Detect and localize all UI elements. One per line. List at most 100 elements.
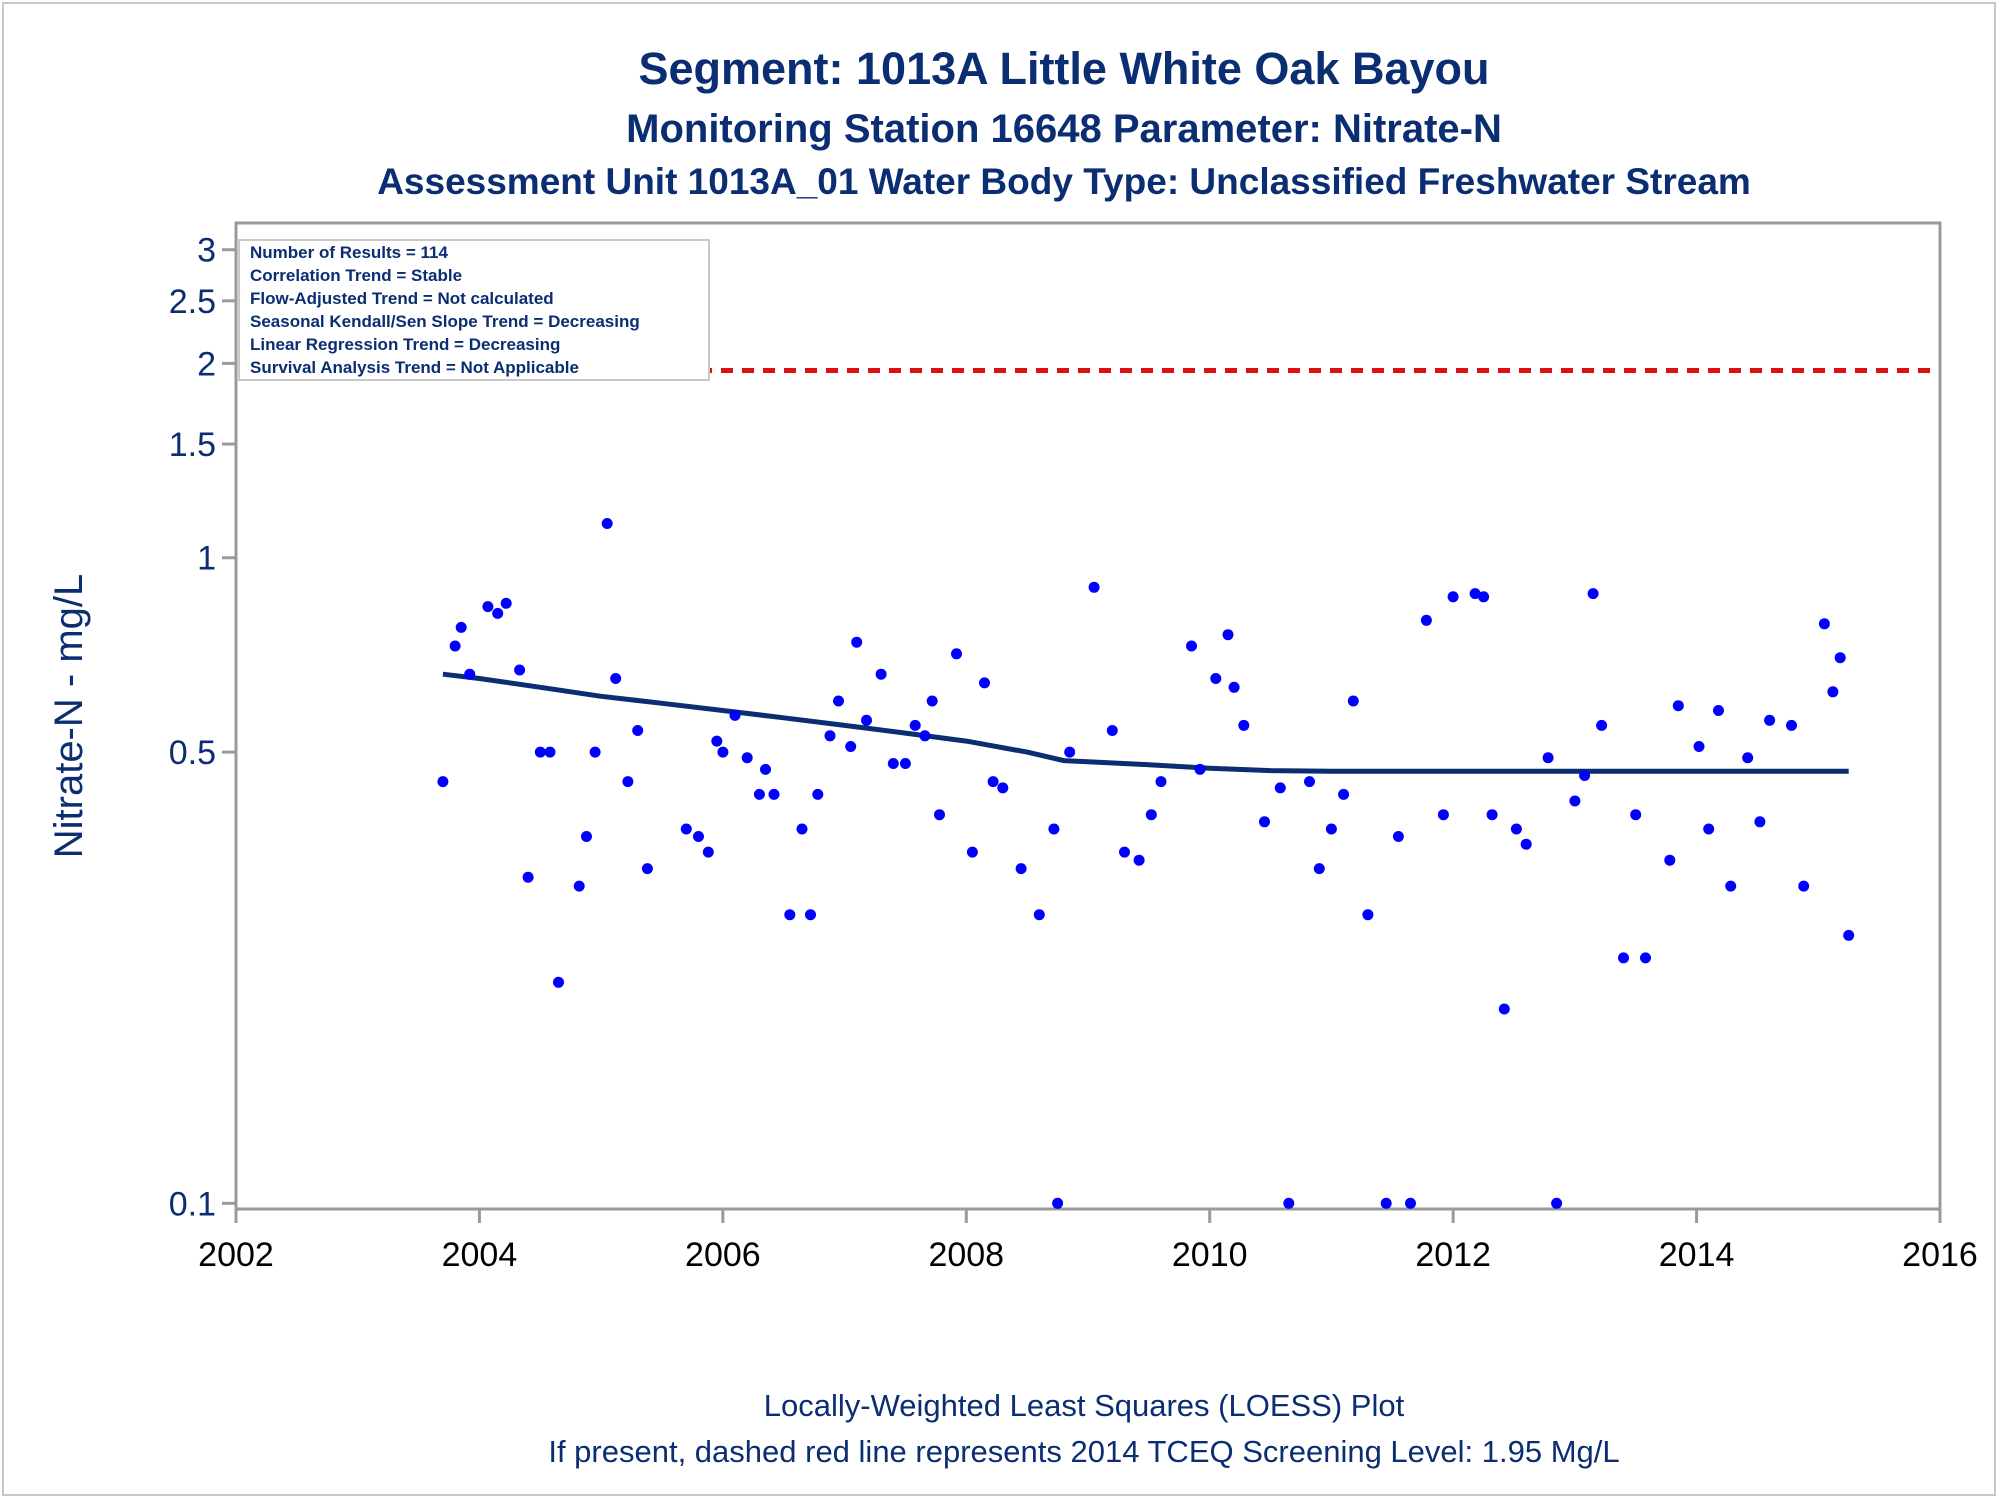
y-tick-label: 2: [197, 345, 216, 383]
data-point: [1347, 695, 1359, 707]
plot-area: [234, 221, 1942, 1211]
x-tick-label: 2010: [1172, 1236, 1248, 1274]
data-point: [1274, 782, 1286, 794]
inset-flow-adjusted-trend: Flow-Adjusted Trend = Not calculated: [250, 289, 554, 308]
data-point: [455, 621, 467, 633]
x-tick-label: 2012: [1415, 1236, 1491, 1274]
data-point: [1469, 588, 1481, 600]
data-point: [500, 597, 512, 609]
x-tick-label: 2014: [1659, 1236, 1735, 1274]
data-point: [909, 719, 921, 731]
data-point: [1587, 588, 1599, 600]
x-tick-label: 2002: [198, 1236, 274, 1274]
data-point: [919, 730, 931, 742]
data-point: [1088, 581, 1100, 593]
data-point: [492, 607, 504, 619]
data-point: [1338, 788, 1350, 800]
data-point: [1362, 909, 1374, 921]
data-point: [702, 846, 714, 858]
data-point: [934, 809, 945, 821]
data-point: [1703, 823, 1715, 835]
data-point: [589, 746, 601, 758]
data-point: [997, 782, 1009, 794]
data-point: [641, 863, 653, 875]
data-point: [760, 763, 771, 775]
inset-survival-analysis-trend: Survival Analysis Trend = Not Applicable: [250, 358, 579, 377]
data-point: [1259, 816, 1270, 828]
data-point: [1725, 880, 1737, 892]
data-point: [1119, 846, 1130, 858]
data-point: [1486, 809, 1498, 821]
inset-number-of-results: Number of Results = 114: [250, 243, 448, 262]
data-point: [1447, 591, 1459, 603]
data-point: [1693, 741, 1705, 752]
data-point: [1238, 719, 1250, 731]
data-point: [1478, 591, 1490, 603]
data-point: [1569, 795, 1581, 807]
data-point: [622, 776, 634, 788]
data-point: [1033, 909, 1045, 921]
data-point: [1818, 618, 1830, 630]
y-tick-label: 3: [197, 232, 216, 270]
trend-summary-box: [238, 239, 710, 381]
data-point: [693, 831, 704, 842]
inset-linear-regression-trend: Linear Regression Trend = Decreasing: [250, 335, 560, 354]
data-point: [1186, 640, 1197, 652]
data-point: [1052, 1197, 1064, 1209]
data-point: [1834, 652, 1846, 664]
data-point: [610, 673, 622, 684]
data-point: [987, 776, 999, 788]
data-point: [796, 823, 808, 835]
data-point: [717, 746, 729, 758]
data-point: [534, 746, 546, 758]
data-point: [514, 664, 526, 676]
data-point: [1064, 746, 1076, 758]
data-point: [522, 871, 534, 883]
data-point: [1194, 763, 1206, 775]
data-point: [845, 741, 857, 752]
data-point: [1520, 838, 1532, 850]
data-point: [544, 746, 556, 758]
footnote-screening-level: If present, dashed red line represents 2…: [548, 1434, 1619, 1469]
data-point: [812, 788, 824, 800]
data-point: [1304, 776, 1315, 788]
data-point: [1542, 752, 1554, 764]
chart-title: Segment: 1013A Little White Oak Bayou: [638, 43, 1489, 94]
data-point: [1713, 705, 1724, 716]
y-tick-label: 1: [197, 540, 216, 578]
data-point: [573, 880, 585, 892]
chart-canvas: Segment: 1013A Little White Oak Bayou Mo…: [47, 43, 1978, 1469]
data-point: [1510, 823, 1522, 835]
data-point: [861, 714, 872, 726]
data-point: [1133, 854, 1145, 866]
y-tick-label: 0.5: [169, 734, 216, 772]
data-point: [1420, 614, 1432, 626]
footnote-loess: Locally-Weighted Least Squares (LOESS) P…: [764, 1388, 1405, 1423]
data-point: [553, 976, 564, 988]
x-axis: 2002 2004 2006 2008 2010 2012 2014 2016: [198, 1209, 1978, 1274]
y-tick-label: 2.5: [169, 283, 216, 321]
chart-subtitle-assessment: Assessment Unit 1013A_01 Water Body Type…: [377, 161, 1751, 202]
data-point: [1405, 1197, 1416, 1209]
inset-correlation-trend: Correlation Trend = Stable: [250, 266, 462, 285]
x-tick-label: 2004: [442, 1236, 518, 1274]
data-point: [1210, 673, 1222, 684]
data-point: [1579, 770, 1591, 781]
data-point: [1664, 854, 1676, 866]
data-point: [1764, 714, 1776, 726]
data-point: [1754, 816, 1766, 828]
data-point: [805, 909, 816, 921]
data-point: [1551, 1197, 1563, 1209]
data-point: [1827, 686, 1839, 698]
data-point: [437, 776, 449, 788]
data-point: [966, 846, 978, 858]
y-axis: 0.1 0.5 1 1.5 2 2.5 3: [169, 232, 236, 1223]
data-point: [1048, 823, 1060, 835]
y-tick-label: 1.5: [169, 426, 216, 464]
data-point: [875, 668, 887, 680]
y-tick-label: 0.1: [169, 1185, 216, 1223]
data-point: [464, 668, 476, 680]
data-point: [1283, 1197, 1295, 1209]
data-point: [753, 788, 765, 800]
data-point: [1742, 752, 1754, 764]
